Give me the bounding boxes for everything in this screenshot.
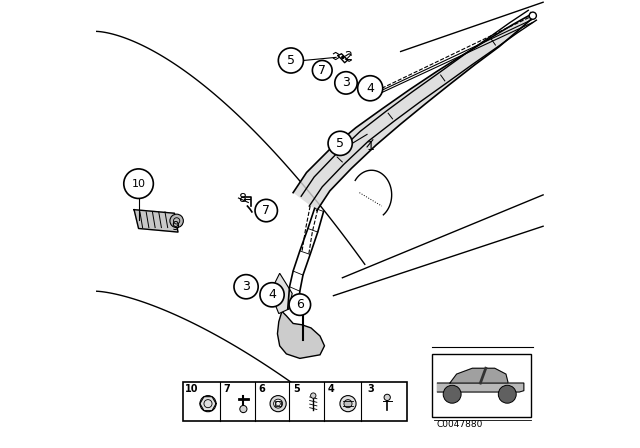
Circle shape — [312, 60, 332, 80]
Polygon shape — [450, 368, 508, 383]
Polygon shape — [277, 311, 324, 358]
Polygon shape — [134, 210, 178, 232]
Text: 6: 6 — [258, 384, 265, 394]
Text: 7: 7 — [318, 64, 326, 77]
Polygon shape — [293, 13, 532, 211]
Polygon shape — [437, 383, 524, 392]
Text: 10: 10 — [185, 384, 198, 394]
Circle shape — [270, 396, 286, 412]
Text: 7: 7 — [223, 384, 230, 394]
Circle shape — [340, 396, 356, 412]
Circle shape — [124, 169, 154, 198]
FancyBboxPatch shape — [183, 382, 408, 421]
Text: C0047880: C0047880 — [436, 420, 483, 429]
Circle shape — [328, 131, 352, 155]
Circle shape — [499, 385, 516, 403]
Circle shape — [344, 400, 352, 408]
Text: 5: 5 — [293, 384, 300, 394]
Text: 7: 7 — [262, 204, 270, 217]
Text: 5: 5 — [287, 54, 295, 67]
Text: 3: 3 — [367, 384, 374, 394]
Circle shape — [529, 12, 536, 19]
Circle shape — [240, 405, 247, 413]
Text: 4: 4 — [268, 288, 276, 302]
Circle shape — [335, 72, 357, 94]
Text: 3: 3 — [242, 280, 250, 293]
Text: 4: 4 — [366, 82, 374, 95]
Text: 9: 9 — [172, 220, 179, 233]
Circle shape — [310, 393, 316, 398]
Polygon shape — [273, 273, 292, 314]
Circle shape — [341, 56, 344, 59]
Circle shape — [358, 76, 383, 101]
Circle shape — [278, 48, 303, 73]
Circle shape — [384, 394, 390, 401]
Text: 4: 4 — [328, 384, 335, 394]
Text: 10: 10 — [132, 179, 145, 189]
FancyBboxPatch shape — [432, 354, 531, 417]
Circle shape — [170, 214, 183, 228]
Text: 3: 3 — [342, 76, 350, 90]
Text: 6: 6 — [296, 298, 304, 311]
Text: 5: 5 — [336, 137, 344, 150]
Circle shape — [200, 396, 216, 412]
Circle shape — [289, 294, 310, 315]
Circle shape — [255, 199, 278, 222]
Circle shape — [274, 399, 283, 408]
Circle shape — [443, 385, 461, 403]
Text: 8: 8 — [239, 191, 246, 205]
Circle shape — [260, 283, 284, 307]
Text: 1: 1 — [367, 140, 375, 154]
Circle shape — [234, 275, 258, 299]
Text: 2: 2 — [344, 50, 351, 64]
